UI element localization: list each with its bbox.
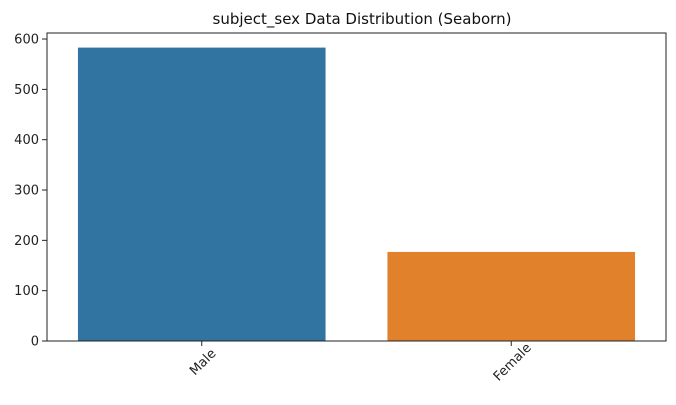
- y-tick-label: 100: [14, 284, 39, 299]
- y-tick-label: 200: [14, 234, 39, 249]
- y-tick-label: 600: [14, 33, 39, 48]
- x-tick-label: Male: [187, 346, 219, 378]
- y-tick-label: 300: [14, 184, 39, 199]
- y-tick-label: 0: [31, 335, 39, 350]
- x-tick-label: Female: [491, 341, 535, 385]
- bar-female: [387, 251, 636, 341]
- axes-frame: [46, 32, 667, 342]
- bar-male: [77, 47, 326, 342]
- plot-area: Male Female 0 100 200 300 400 500 600: [14, 32, 667, 385]
- y-tick-label: 400: [14, 133, 39, 148]
- y-tick-label: 500: [14, 83, 39, 98]
- chart-title: subject_sex Data Distribution (Seaborn): [213, 10, 512, 29]
